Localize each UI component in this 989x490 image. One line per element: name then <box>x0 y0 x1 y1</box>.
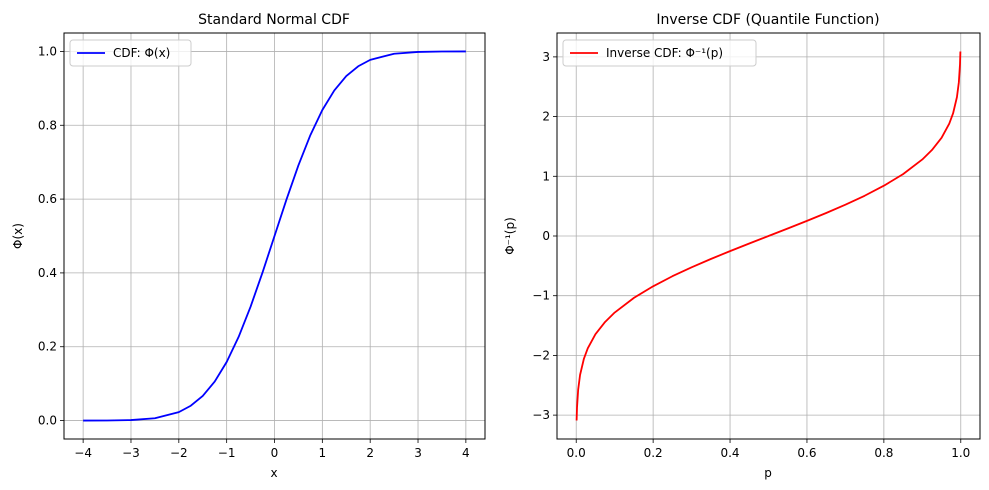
inverse-cdf-series-line <box>575 51 962 421</box>
inverse-cdf-legend-box <box>562 39 757 67</box>
inverse-cdf-xtick-label: 1.0 <box>951 446 970 460</box>
inverse-cdf-xtick-label: 0.6 <box>797 446 816 460</box>
cdf-xtick-label: 0 <box>271 446 279 460</box>
inverse-cdf-xtick-label: 0.8 <box>874 446 893 460</box>
inverse-cdf-ytick-label: −3 <box>532 408 550 422</box>
cdf-ytick-label: 0.6 <box>38 192 57 206</box>
cdf-ytick-label: 0.8 <box>38 118 57 132</box>
cdf-panel: Standard Normal CDF −4 −3 −2 −1 0 1 2 3 4 0.0 0.2 0… <box>11 12 486 480</box>
cdf-title: Standard Normal CDF <box>198 12 350 28</box>
cdf-ytick-label: 0.4 <box>38 266 57 280</box>
inverse-cdf-legend-label: Inverse CDF: Φ⁻¹(p) <box>606 46 723 60</box>
inverse-cdf-xtick-label: 0.0 <box>567 446 586 460</box>
cdf-xtick-label: 4 <box>462 446 470 460</box>
inverse-cdf-ylabel: Φ⁻¹(p) <box>503 217 517 255</box>
cdf-ylabel: Φ(x) <box>11 223 25 249</box>
cdf-ytick-label: 0.2 <box>38 340 57 354</box>
cdf-xtick-label: 2 <box>366 446 374 460</box>
inverse-cdf-title: Inverse CDF (Quantile Function) <box>656 12 879 28</box>
cdf-xtick-label: −1 <box>218 446 236 460</box>
cdf-legend-box <box>69 39 192 67</box>
cdf-xtick-label: −2 <box>170 446 188 460</box>
cdf-xtick-label: 3 <box>414 446 422 460</box>
inverse-cdf-ytick-label: 3 <box>542 50 550 64</box>
cdf-legend-label: CDF: Φ(x) <box>113 46 170 60</box>
inverse-cdf-legend: Inverse CDF: Φ⁻¹(p) <box>562 39 757 67</box>
cdf-series-line <box>83 50 466 422</box>
cdf-xlabel: x <box>270 466 277 480</box>
cdf-xtick-label: −3 <box>122 446 140 460</box>
inverse-cdf-ytick-label: 0 <box>542 229 550 243</box>
inverse-cdf-xlabel: p <box>764 466 772 480</box>
cdf-ticks: −4 −3 −2 −1 0 1 2 3 4 0.0 0.2 0.4 0.6 0.8 1.0 <box>38 44 470 460</box>
inverse-cdf-ytick-label: −2 <box>532 348 550 362</box>
cdf-xtick-label: 1 <box>319 446 327 460</box>
inverse-cdf-ticks: 0.0 0.2 0.4 0.6 0.8 1.0 −3 −2 −1 0 1 2 3 <box>532 50 970 460</box>
inverse-cdf-ytick-label: 1 <box>542 169 550 183</box>
cdf-ytick-label: 1.0 <box>38 44 57 58</box>
inverse-cdf-xtick-label: 0.4 <box>720 446 739 460</box>
cdf-ytick-label: 0.0 <box>38 414 57 428</box>
inverse-cdf-panel: Inverse CDF (Quantile Function) 0.0 0.2 0.… <box>503 12 981 480</box>
cdf-series <box>83 50 466 422</box>
inverse-cdf-ytick-label: −1 <box>532 289 550 303</box>
inverse-cdf-xtick-label: 0.2 <box>644 446 663 460</box>
inverse-cdf-series <box>575 51 962 421</box>
cdf-legend: CDF: Φ(x) <box>69 39 192 67</box>
cdf-xtick-label: −4 <box>74 446 92 460</box>
inverse-cdf-ytick-label: 2 <box>542 110 550 124</box>
